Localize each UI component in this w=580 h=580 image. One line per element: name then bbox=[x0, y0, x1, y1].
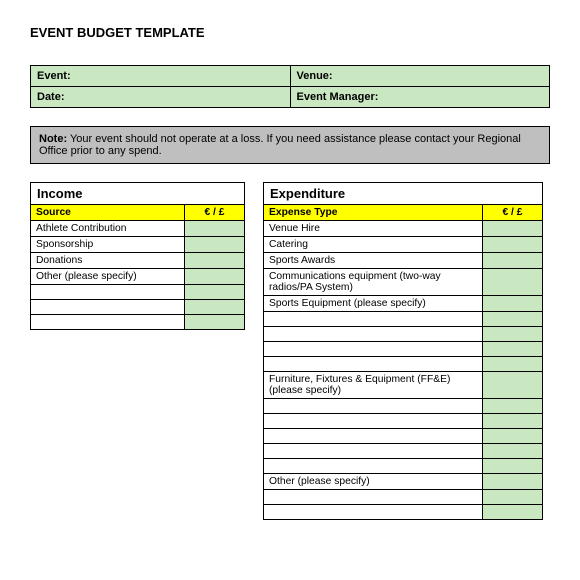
table-row bbox=[31, 300, 245, 315]
income-amount-cell bbox=[185, 237, 245, 253]
table-row bbox=[31, 285, 245, 300]
expenditure-header-amount: € / £ bbox=[483, 205, 543, 221]
expense-type-cell bbox=[264, 490, 483, 505]
income-amount-cell bbox=[185, 269, 245, 285]
table-row bbox=[264, 490, 543, 505]
income-amount-cell bbox=[185, 300, 245, 315]
income-table: Source € / £ Athlete ContributionSponsor… bbox=[30, 204, 245, 330]
expenditure-header-type: Expense Type bbox=[264, 205, 483, 221]
expense-amount-cell bbox=[483, 342, 543, 357]
income-source-cell bbox=[31, 285, 185, 300]
table-row: Other (please specify) bbox=[31, 269, 245, 285]
expense-type-cell: Communications equipment (two-way radios… bbox=[264, 269, 483, 296]
expense-amount-cell bbox=[483, 269, 543, 296]
expense-amount-cell bbox=[483, 253, 543, 269]
expense-type-cell: Sports Equipment (please specify) bbox=[264, 296, 483, 312]
expense-amount-cell bbox=[483, 372, 543, 399]
income-source-cell: Donations bbox=[31, 253, 185, 269]
table-row: Catering bbox=[264, 237, 543, 253]
columns: Income Source € / £ Athlete Contribution… bbox=[30, 182, 550, 520]
table-row bbox=[264, 459, 543, 474]
expense-amount-cell bbox=[483, 505, 543, 520]
income-header-amount: € / £ bbox=[185, 205, 245, 221]
expense-type-cell: Furniture, Fixtures & Equipment (FF&E) (… bbox=[264, 372, 483, 399]
income-amount-cell bbox=[185, 315, 245, 330]
expense-type-cell bbox=[264, 459, 483, 474]
expense-type-cell bbox=[264, 342, 483, 357]
table-row bbox=[264, 444, 543, 459]
expense-amount-cell bbox=[483, 429, 543, 444]
income-source-cell: Other (please specify) bbox=[31, 269, 185, 285]
expense-amount-cell bbox=[483, 312, 543, 327]
table-row bbox=[264, 342, 543, 357]
table-row: Sponsorship bbox=[31, 237, 245, 253]
income-source-cell: Athlete Contribution bbox=[31, 221, 185, 237]
expenditure-title: Expenditure bbox=[263, 182, 543, 204]
expense-amount-cell bbox=[483, 459, 543, 474]
table-row: Donations bbox=[31, 253, 245, 269]
expense-type-cell: Other (please specify) bbox=[264, 474, 483, 490]
expense-type-cell bbox=[264, 429, 483, 444]
table-row bbox=[264, 327, 543, 342]
expense-type-cell bbox=[264, 505, 483, 520]
table-row: Sports Equipment (please specify) bbox=[264, 296, 543, 312]
event-label: Event: bbox=[31, 66, 291, 87]
expense-amount-cell bbox=[483, 474, 543, 490]
date-label: Date: bbox=[31, 87, 291, 108]
table-row: Athlete Contribution bbox=[31, 221, 245, 237]
income-amount-cell bbox=[185, 285, 245, 300]
expense-type-cell bbox=[264, 399, 483, 414]
expense-type-cell bbox=[264, 444, 483, 459]
note-text: Your event should not operate at a loss.… bbox=[39, 133, 521, 157]
expense-amount-cell bbox=[483, 327, 543, 342]
venue-label: Venue: bbox=[290, 66, 550, 87]
expense-amount-cell bbox=[483, 490, 543, 505]
expenditure-table: Expense Type € / £ Venue HireCateringSpo… bbox=[263, 204, 543, 520]
manager-label: Event Manager: bbox=[290, 87, 550, 108]
income-column: Income Source € / £ Athlete Contribution… bbox=[30, 182, 245, 330]
table-row: Sports Awards bbox=[264, 253, 543, 269]
income-header-source: Source bbox=[31, 205, 185, 221]
income-amount-cell bbox=[185, 253, 245, 269]
income-title: Income bbox=[30, 182, 245, 204]
note-box: Note: Your event should not operate at a… bbox=[30, 126, 550, 164]
table-row bbox=[264, 505, 543, 520]
table-row: Other (please specify) bbox=[264, 474, 543, 490]
table-row bbox=[264, 357, 543, 372]
page-title: EVENT BUDGET TEMPLATE bbox=[30, 25, 550, 40]
expense-type-cell bbox=[264, 414, 483, 429]
income-source-cell: Sponsorship bbox=[31, 237, 185, 253]
table-row bbox=[264, 312, 543, 327]
page: EVENT BUDGET TEMPLATE Event: Venue: Date… bbox=[0, 0, 580, 545]
expense-type-cell bbox=[264, 312, 483, 327]
table-row bbox=[31, 315, 245, 330]
expenditure-column: Expenditure Expense Type € / £ Venue Hir… bbox=[263, 182, 543, 520]
expense-type-cell: Venue Hire bbox=[264, 221, 483, 237]
table-row bbox=[264, 429, 543, 444]
expense-amount-cell bbox=[483, 357, 543, 372]
table-row: Furniture, Fixtures & Equipment (FF&E) (… bbox=[264, 372, 543, 399]
income-amount-cell bbox=[185, 221, 245, 237]
table-row bbox=[264, 414, 543, 429]
expense-type-cell: Catering bbox=[264, 237, 483, 253]
expense-type-cell bbox=[264, 357, 483, 372]
expense-type-cell: Sports Awards bbox=[264, 253, 483, 269]
expense-amount-cell bbox=[483, 221, 543, 237]
expense-amount-cell bbox=[483, 399, 543, 414]
expense-amount-cell bbox=[483, 237, 543, 253]
income-source-cell bbox=[31, 315, 185, 330]
table-row: Venue Hire bbox=[264, 221, 543, 237]
event-info-table: Event: Venue: Date: Event Manager: bbox=[30, 65, 550, 108]
note-label: Note: bbox=[39, 133, 67, 145]
income-source-cell bbox=[31, 300, 185, 315]
expense-type-cell bbox=[264, 327, 483, 342]
table-row: Communications equipment (two-way radios… bbox=[264, 269, 543, 296]
expense-amount-cell bbox=[483, 444, 543, 459]
expense-amount-cell bbox=[483, 414, 543, 429]
table-row bbox=[264, 399, 543, 414]
expense-amount-cell bbox=[483, 296, 543, 312]
